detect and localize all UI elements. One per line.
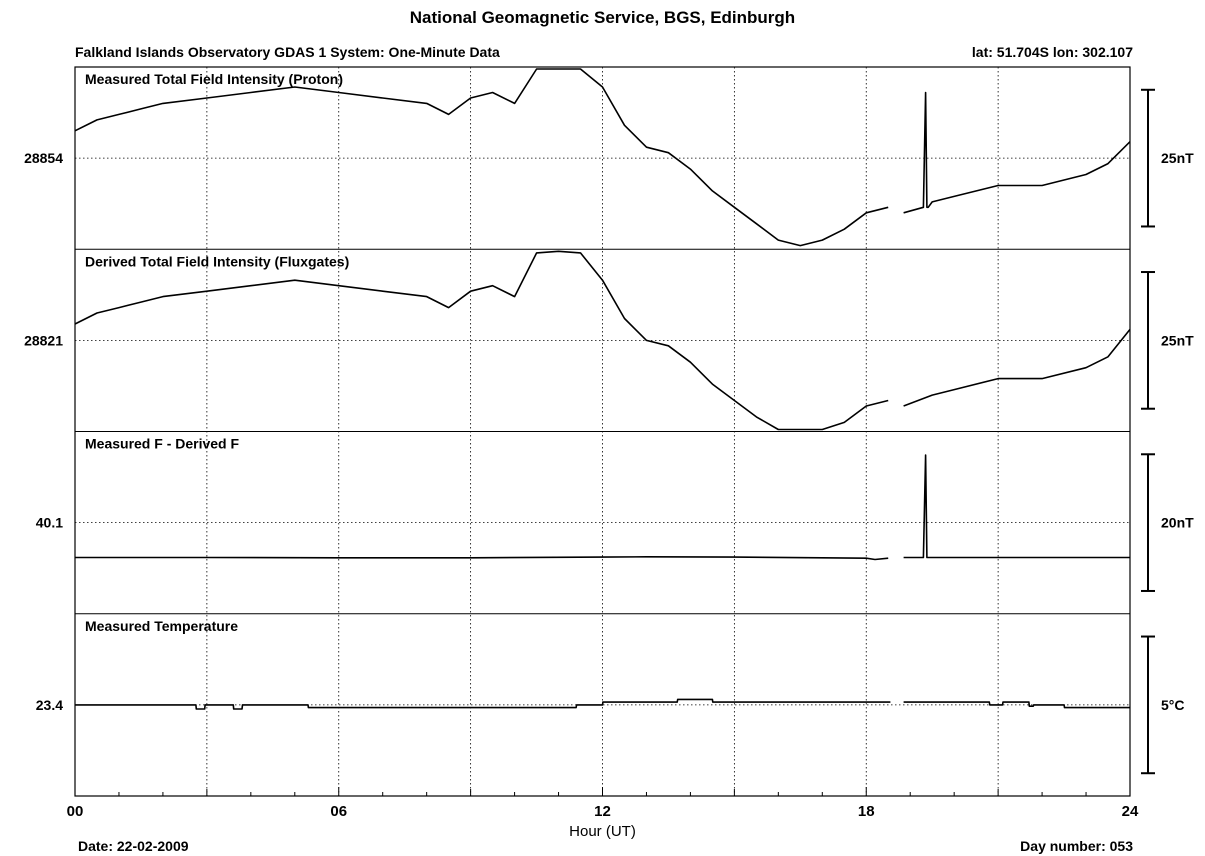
reference-value-label: 40.1: [36, 515, 63, 531]
panel-title: Measured F - Derived F: [85, 436, 239, 452]
series-line: [74, 68, 1131, 247]
scale-label: 20nT: [1161, 515, 1194, 531]
reference-value-label: 23.4: [36, 697, 63, 713]
station-location: lat: 51.704S lon: 302.107: [971, 44, 1133, 60]
date-label: Date: 22-02-2009: [78, 838, 189, 854]
panel-title: Measured Total Field Intensity (Proton): [85, 71, 343, 87]
reference-value-label: 28854: [24, 150, 63, 166]
x-tick-label: 24: [1122, 803, 1139, 820]
scale-label: 25nT: [1161, 332, 1194, 348]
scale-label: 25nT: [1161, 150, 1194, 166]
scale-label: 5°C: [1161, 697, 1185, 713]
reference-value-label: 28821: [24, 332, 63, 348]
day-number-label: Day number: 053: [1020, 838, 1133, 854]
x-tick-label: 06: [330, 803, 347, 820]
x-tick-label: 12: [594, 803, 611, 820]
series-line: [75, 454, 1130, 561]
panel-title: Derived Total Field Intensity (Fluxgates…: [85, 253, 349, 269]
page-title: National Geomagnetic Service, BGS, Edinb…: [409, 8, 796, 27]
chart-subtitle: Falkland Islands Observatory GDAS 1 Syst…: [75, 44, 500, 60]
series-line: [74, 250, 1131, 431]
x-tick-label: 18: [858, 803, 875, 820]
series-line: [75, 698, 1130, 710]
panel-title: Measured Temperature: [85, 618, 238, 634]
x-axis-label: Hour (UT): [569, 823, 636, 840]
x-tick-label: 00: [67, 803, 84, 820]
